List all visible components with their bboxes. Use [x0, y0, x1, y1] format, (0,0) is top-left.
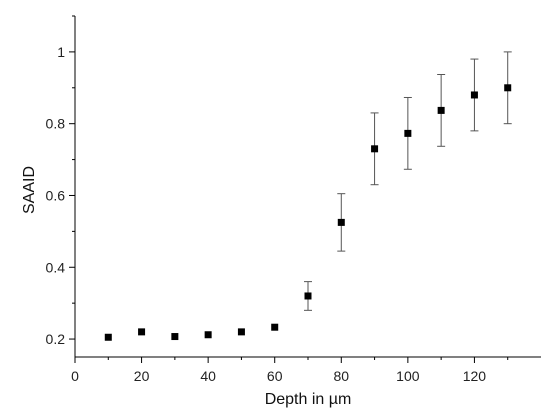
data-point — [470, 91, 478, 99]
y-tick-label: 0.8 — [46, 116, 66, 132]
data-point — [104, 333, 112, 341]
data-point — [404, 129, 412, 137]
data-markers — [104, 84, 512, 341]
x-tick-label: 60 — [267, 368, 283, 384]
y-axis-title: SAAID — [21, 166, 38, 214]
data-point — [337, 218, 345, 226]
x-tick-label: 20 — [134, 368, 150, 384]
y-tick-label: 0.4 — [46, 259, 66, 275]
x-tick-label: 100 — [396, 368, 420, 384]
y-tick-label: 0.2 — [46, 331, 66, 347]
x-axis-title: Depth in µm — [265, 391, 352, 408]
y-tick-label: 0.6 — [46, 187, 66, 203]
data-point — [304, 292, 312, 300]
error-bars — [304, 51, 512, 311]
x-tick-label: 0 — [71, 368, 79, 384]
data-point — [204, 331, 212, 339]
data-point — [237, 328, 245, 336]
data-point — [371, 145, 379, 153]
x-tick-label: 120 — [463, 368, 487, 384]
y-axis-ticks: 0.2 0.4 0.6 0.8 1 — [46, 15, 75, 347]
y-tick-label: 1 — [57, 44, 65, 60]
data-point — [504, 84, 512, 92]
x-tick-label: 40 — [200, 368, 216, 384]
data-point — [171, 333, 179, 341]
data-point — [138, 328, 146, 336]
x-axis-ticks: 0 20 40 60 80 100 120 — [71, 357, 509, 384]
data-point — [271, 323, 279, 331]
x-tick-label: 80 — [333, 368, 349, 384]
data-point — [437, 106, 445, 114]
